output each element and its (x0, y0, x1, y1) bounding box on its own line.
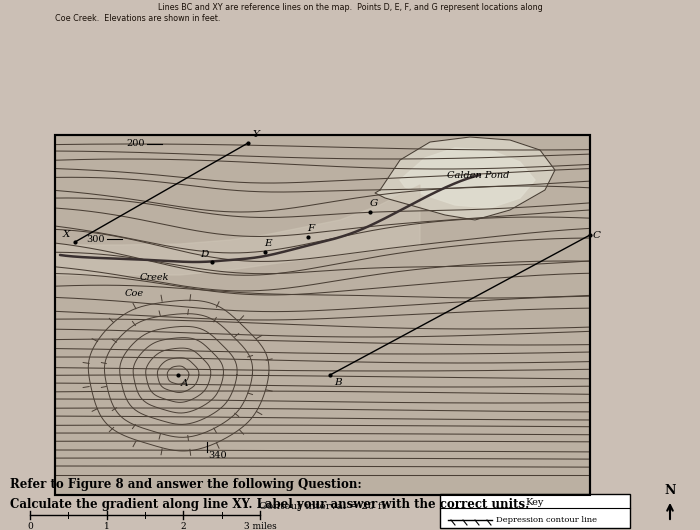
Text: Calden Pond: Calden Pond (447, 171, 509, 180)
Text: F: F (307, 224, 314, 233)
Text: C: C (593, 231, 601, 240)
Text: 1: 1 (104, 522, 109, 530)
Text: N: N (664, 484, 676, 497)
Text: 340: 340 (208, 452, 227, 461)
Bar (55, 135, 590, 495)
Text: 3 miles: 3 miles (244, 522, 276, 530)
Text: Contour interval = 20 ft: Contour interval = 20 ft (259, 502, 386, 511)
Polygon shape (375, 137, 555, 220)
Text: Coe: Coe (125, 288, 144, 297)
Bar (55, 135, 590, 495)
Text: A: A (181, 379, 188, 388)
Text: Coe Creek.  Elevations are shown in feet.: Coe Creek. Elevations are shown in feet. (55, 14, 220, 23)
Text: Depression contour line: Depression contour line (496, 516, 597, 524)
Text: Calculate the gradient along line XY. Label your answer with the correct units.: Calculate the gradient along line XY. La… (10, 498, 530, 511)
Text: Lines BC and XY are reference lines on the map.  Points D, E, F, and G represent: Lines BC and XY are reference lines on t… (158, 3, 542, 12)
Text: E: E (264, 239, 272, 248)
Bar (440, 494, 630, 528)
Text: Creek: Creek (140, 273, 169, 282)
Text: 0: 0 (27, 522, 33, 530)
Polygon shape (55, 185, 420, 275)
Text: D: D (199, 250, 208, 259)
Text: Y: Y (252, 130, 259, 139)
Text: 300: 300 (87, 234, 105, 243)
Text: Refer to Figure 8 and answer the following Question:: Refer to Figure 8 and answer the followi… (10, 478, 363, 491)
Text: Key: Key (526, 498, 544, 507)
Text: 200: 200 (127, 139, 145, 148)
Text: 2: 2 (181, 522, 186, 530)
Text: X: X (62, 230, 70, 239)
Polygon shape (400, 148, 535, 208)
Text: G: G (370, 199, 378, 208)
Text: B: B (334, 378, 342, 387)
